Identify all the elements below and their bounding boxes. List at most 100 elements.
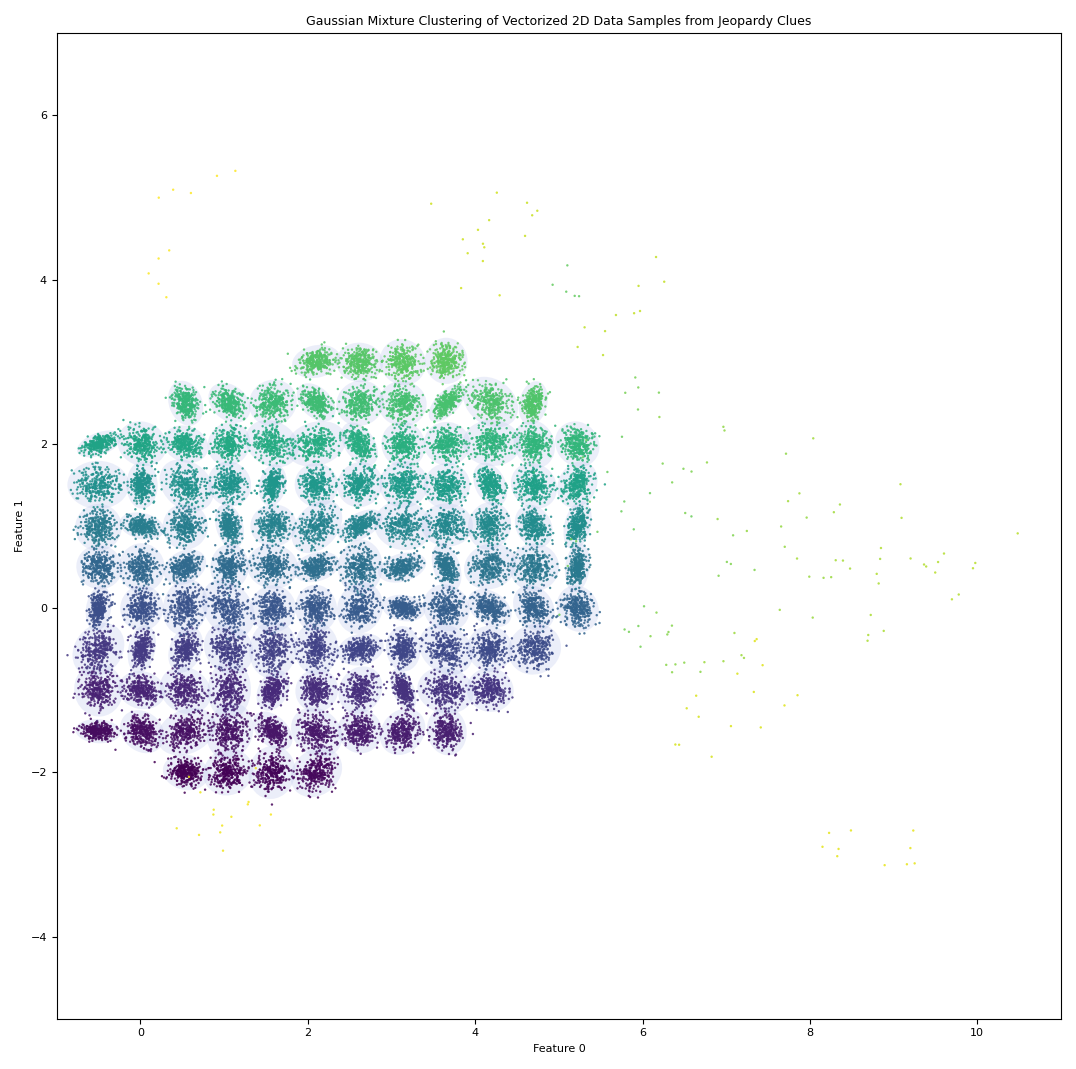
Point (260, 507, 278, 524)
Point (484, 556, 501, 573)
Point (130, 521, 147, 538)
Point (269, 487, 286, 505)
Point (472, 595, 490, 613)
Point (383, 528, 400, 545)
Point (445, 599, 463, 616)
Point (371, 392, 388, 409)
Point (535, 599, 552, 616)
Point (99, 427, 116, 444)
Point (300, 716, 317, 733)
Point (314, 470, 331, 487)
Point (405, 388, 422, 405)
Point (579, 447, 596, 464)
Point (209, 642, 226, 660)
Point (483, 561, 500, 578)
Point (175, 517, 193, 534)
Point (399, 431, 416, 448)
Point (265, 604, 282, 621)
Point (173, 529, 190, 546)
Point (223, 682, 240, 699)
Point (140, 513, 157, 530)
Point (257, 399, 274, 416)
Point (395, 714, 412, 731)
Point (309, 558, 326, 575)
Point (496, 589, 513, 606)
Point (466, 589, 483, 606)
Point (302, 651, 320, 668)
Point (179, 428, 196, 445)
Point (220, 400, 237, 417)
Point (87, 509, 104, 526)
Point (130, 452, 147, 469)
Point (424, 682, 441, 699)
Point (398, 498, 415, 515)
Point (308, 465, 325, 482)
Point (363, 520, 380, 537)
Point (169, 524, 186, 541)
Point (175, 439, 193, 456)
Point (137, 722, 154, 739)
Point (86, 687, 103, 704)
Point (359, 630, 377, 647)
Point (402, 523, 420, 540)
Point (239, 726, 256, 743)
Point (534, 605, 551, 622)
Point (90, 554, 108, 571)
Point (345, 731, 363, 748)
Point (553, 444, 570, 461)
Point (534, 385, 551, 402)
Point (321, 601, 338, 618)
Point (131, 470, 148, 487)
Point (528, 485, 546, 502)
Point (323, 512, 340, 529)
Point (313, 639, 330, 656)
Point (524, 430, 541, 447)
Point (434, 435, 451, 452)
Point (209, 770, 226, 787)
Point (173, 392, 190, 409)
Point (86, 469, 103, 486)
Point (299, 509, 316, 526)
Point (443, 491, 461, 508)
Point (554, 591, 571, 608)
Point (352, 609, 369, 626)
Point (373, 600, 391, 617)
Point (439, 359, 456, 376)
Point (172, 434, 189, 451)
Point (270, 605, 287, 622)
Point (260, 752, 278, 769)
Point (450, 437, 467, 454)
Point (227, 383, 244, 400)
Point (209, 735, 226, 753)
Point (437, 393, 454, 410)
Point (268, 589, 285, 606)
Point (260, 511, 278, 528)
Point (91, 558, 109, 575)
Point (311, 526, 328, 543)
Point (301, 611, 318, 629)
Point (480, 481, 497, 498)
Point (554, 440, 571, 458)
Point (85, 688, 102, 706)
Point (360, 391, 378, 408)
Point (186, 557, 203, 574)
Point (166, 433, 183, 450)
Point (223, 401, 240, 418)
Point (384, 352, 401, 369)
Point (481, 645, 498, 662)
Point (396, 485, 413, 502)
Point (576, 437, 593, 454)
Point (366, 642, 383, 660)
Point (251, 747, 268, 764)
Point (523, 517, 540, 534)
Point (69, 649, 86, 666)
Point (902, 549, 919, 567)
Point (574, 511, 591, 528)
Point (184, 603, 201, 620)
Point (345, 635, 363, 652)
Point (175, 560, 193, 577)
Point (229, 475, 246, 492)
Point (394, 667, 411, 684)
Point (391, 687, 408, 704)
Point (429, 686, 447, 703)
